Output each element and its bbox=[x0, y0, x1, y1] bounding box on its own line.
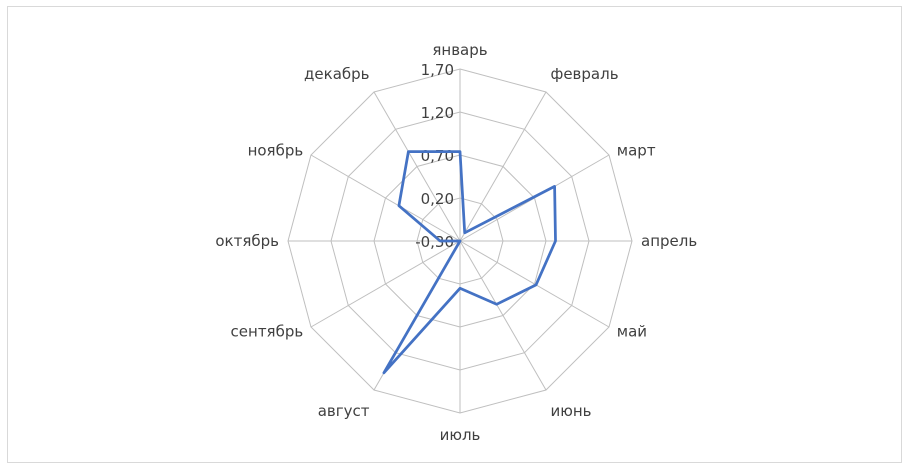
category-label: декабрь bbox=[304, 65, 369, 83]
radial-tick-label: 1,70 bbox=[421, 61, 454, 79]
category-label: март bbox=[617, 142, 656, 160]
radial-tick-label: 0,20 bbox=[421, 190, 454, 208]
series-line-1 bbox=[382, 150, 557, 375]
category-label: ноябрь bbox=[248, 142, 304, 160]
category-label: июнь bbox=[551, 402, 592, 420]
spoke-2 bbox=[459, 91, 547, 242]
chart-frame bbox=[7, 6, 902, 463]
category-label: август bbox=[318, 402, 370, 420]
category-label: июль bbox=[440, 426, 481, 444]
spoke-12 bbox=[373, 91, 461, 242]
radial-tick-label: 0,70 bbox=[421, 147, 454, 165]
category-label: май bbox=[617, 323, 647, 341]
category-label: январь bbox=[432, 41, 487, 59]
category-label: апрель bbox=[641, 232, 697, 250]
radial-tick-label: 1,20 bbox=[421, 104, 454, 122]
spoke-11 bbox=[310, 154, 461, 242]
category-label: сентябрь bbox=[231, 323, 304, 341]
spoke-9 bbox=[310, 240, 461, 328]
category-label: февраль bbox=[551, 65, 619, 83]
category-label: октябрь bbox=[215, 232, 279, 250]
spoke-5 bbox=[459, 240, 610, 328]
radial-tick-label: -0,30 bbox=[415, 233, 454, 251]
spoke-6 bbox=[459, 240, 547, 391]
